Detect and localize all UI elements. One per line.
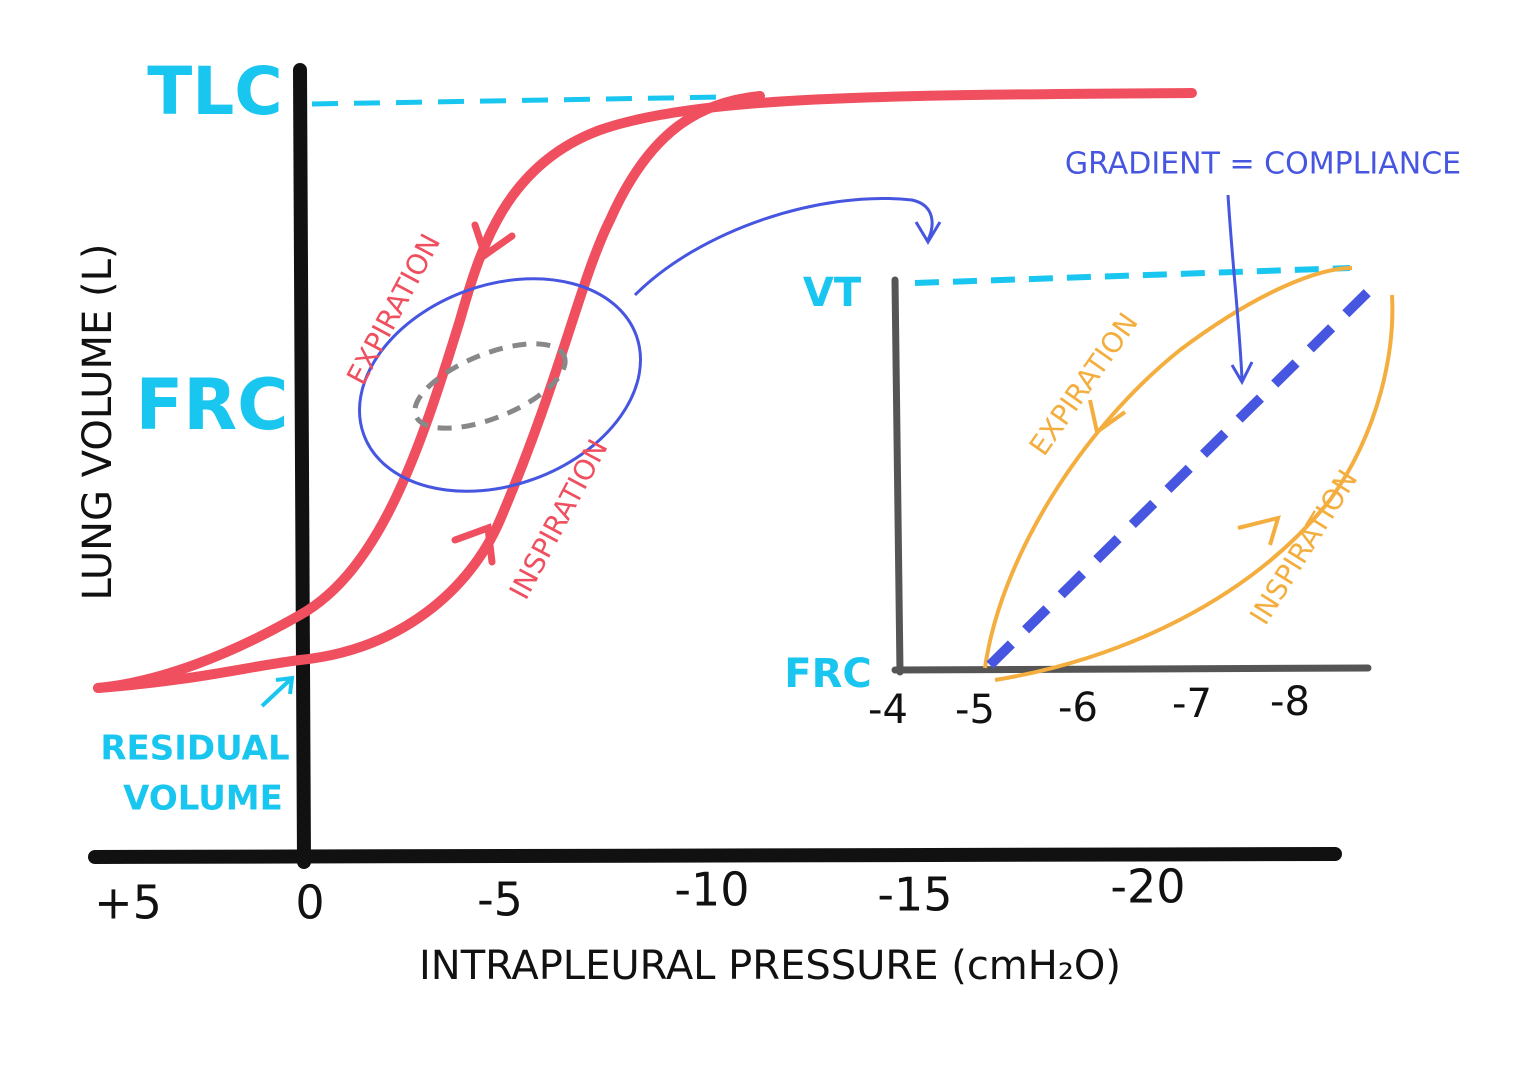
tlc-dashed-line bbox=[311, 94, 723, 107]
expiration-arrow bbox=[471, 221, 516, 261]
x-tick-label: -5 bbox=[477, 873, 523, 927]
x-axis bbox=[88, 847, 1342, 864]
gradient-arrow bbox=[1226, 194, 1254, 386]
inspiration-curve bbox=[93, 91, 765, 693]
gradient-note: GRADIENT = COMPLIANCE bbox=[1065, 147, 1461, 182]
compliance-line bbox=[986, 278, 1382, 669]
residual-label: RESIDUAL bbox=[100, 729, 289, 769]
x-tick-label: 0 bbox=[295, 876, 324, 930]
inset-inspiration-arrow bbox=[1237, 515, 1281, 546]
expiration-label: EXPIRATION bbox=[340, 228, 447, 390]
inset-x-axis bbox=[891, 664, 1372, 674]
y-axis bbox=[293, 63, 311, 869]
inset-inspiration-curve bbox=[994, 294, 1395, 682]
zoom-connector bbox=[633, 196, 934, 297]
zoom-ellipse bbox=[358, 277, 642, 493]
inset-x-tick-label: -4 bbox=[868, 687, 908, 733]
vt-label: VT bbox=[803, 270, 862, 316]
residual-arrow bbox=[260, 675, 295, 708]
inset-inspiration-label: INSPIRATION bbox=[1243, 464, 1364, 631]
vt-dashed-line bbox=[914, 265, 1351, 286]
x-axis-title: INTRAPLEURAL PRESSURE (cmH₂O) bbox=[419, 943, 1121, 989]
residual-label: VOLUME bbox=[123, 779, 283, 819]
inset-x-tick-label: -5 bbox=[955, 687, 995, 733]
y-axis-title: LUNG VOLUME (L) bbox=[75, 244, 121, 601]
x-tick-label: -15 bbox=[877, 868, 952, 922]
frc-label: FRC bbox=[135, 364, 288, 446]
inset-expiration-arrow bbox=[1088, 399, 1127, 436]
tlc-label: TLC bbox=[147, 53, 283, 130]
inset-y-axis bbox=[891, 276, 904, 676]
inspiration-arrow bbox=[451, 523, 496, 566]
tidal-loop bbox=[412, 341, 568, 431]
x-tick-label: -10 bbox=[674, 863, 749, 917]
expiration-curve bbox=[93, 88, 1197, 693]
inset-x-tick-label: -7 bbox=[1172, 681, 1212, 727]
inset-frc-label: FRC bbox=[784, 651, 871, 697]
x-tick-label: +5 bbox=[94, 876, 162, 930]
inset-x-tick-label: -6 bbox=[1058, 685, 1098, 731]
inset-expiration-curve bbox=[983, 266, 1353, 669]
inset-expiration-label: EXPIRATION bbox=[1023, 307, 1145, 462]
inset-x-tick-label: -8 bbox=[1270, 679, 1310, 725]
zoom-arrowhead bbox=[914, 221, 942, 245]
x-tick-label: -20 bbox=[1110, 860, 1185, 914]
